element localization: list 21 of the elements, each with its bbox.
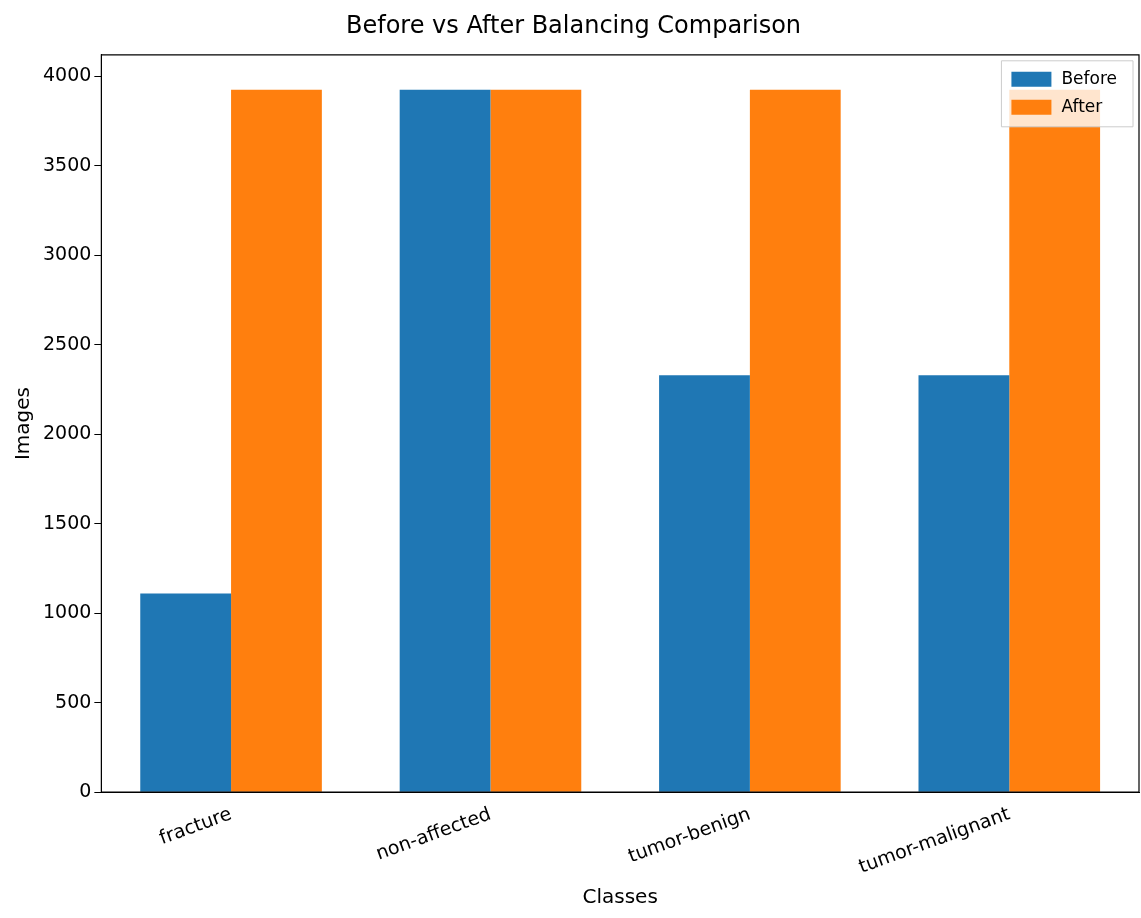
bar (659, 375, 750, 792)
legend-label: After (1061, 96, 1103, 117)
bar (749, 89, 841, 792)
x-axis-title: Classes (582, 884, 658, 909)
y-axis-title: Images (10, 386, 35, 461)
y-tick-label: 2000 (42, 421, 92, 444)
y-tick-label: 3500 (42, 152, 92, 175)
bar (490, 89, 582, 792)
y-tick-label: 1500 (42, 510, 92, 533)
y-tick-label: 4000 (42, 63, 92, 86)
bar (399, 89, 491, 792)
legend-label: Before (1061, 68, 1118, 89)
y-tick-label: 2500 (42, 331, 92, 354)
bar (231, 89, 322, 792)
y-tick-label: 3000 (42, 242, 92, 265)
y-tick-label: 500 (55, 689, 92, 712)
chart-title: Before vs After Balancing Comparison (345, 10, 802, 39)
y-tick-label: 0 (79, 779, 92, 802)
y-tick-label: 1000 (42, 600, 92, 623)
bar (140, 593, 232, 792)
bar (918, 375, 1010, 792)
